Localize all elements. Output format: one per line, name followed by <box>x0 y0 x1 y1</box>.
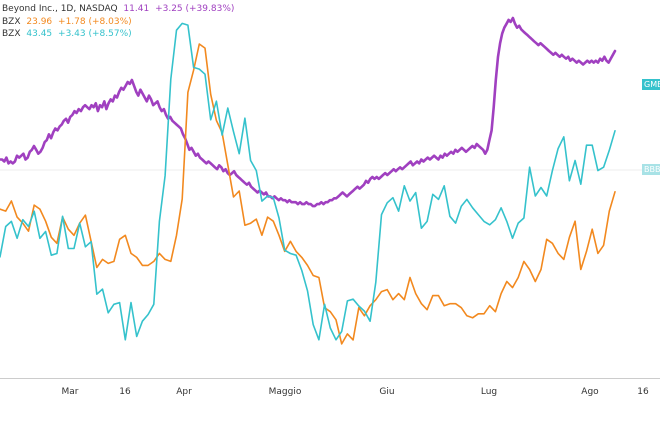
legend-row-bzx-teal[interactable]: BZX 43.45 +3.43 (+8.57%) <box>2 28 237 41</box>
price-scale-badge-bbby[interactable]: BBBY <box>642 164 660 175</box>
legend-row-bzx-orange[interactable]: BZX 23.96 +1.78 (+8.03%) <box>2 16 237 29</box>
legend-last-value: 43.45 <box>26 29 53 39</box>
x-tick-label: 16 <box>119 387 131 397</box>
legend-change: +1.78 (+8.03%) <box>58 16 132 27</box>
x-tick-label: 16 <box>637 387 649 397</box>
legend: Beyond Inc., 1D, NASDAQ 11.41 +3.25 (+39… <box>2 3 237 41</box>
x-tick-label: Apr <box>176 387 192 397</box>
legend-series-name: BZX <box>2 16 21 27</box>
series-line-2 <box>0 22 616 341</box>
x-tick-label: Mar <box>62 387 79 397</box>
series-line-0 <box>0 16 617 208</box>
legend-last-value: 11.41 <box>123 4 150 14</box>
legend-change: +3.25 (+39.83%) <box>155 4 235 14</box>
legend-row-beyond[interactable]: Beyond Inc., 1D, NASDAQ 11.41 +3.25 (+39… <box>2 3 237 16</box>
price-scale-badge-gme[interactable]: GME <box>642 79 660 90</box>
legend-change: +3.43 (+8.57%) <box>58 29 132 39</box>
series-line-1 <box>0 43 616 345</box>
x-tick-label: Ago <box>581 387 599 397</box>
x-tick-label: Giu <box>379 387 394 397</box>
legend-series-name: BZX <box>2 29 21 39</box>
legend-last-value: 23.96 <box>26 16 53 27</box>
x-tick-label: Lug <box>481 387 497 397</box>
x-tick-label: Maggio <box>269 387 302 397</box>
legend-series-name: Beyond Inc., 1D, NASDAQ <box>2 4 118 14</box>
